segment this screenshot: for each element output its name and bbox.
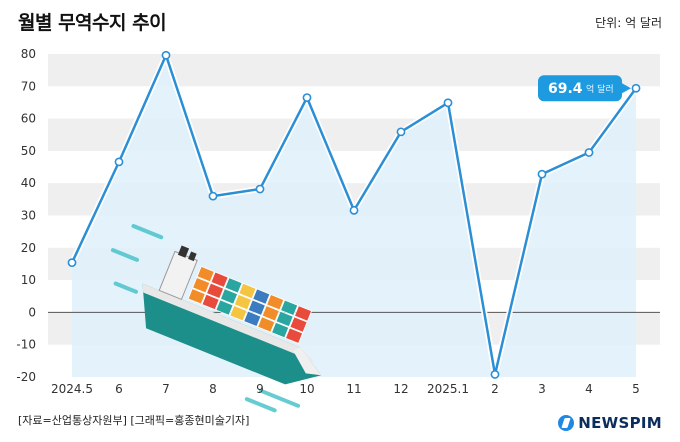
area-fill <box>72 55 636 378</box>
container-box <box>192 276 211 294</box>
motion-streak <box>113 281 138 294</box>
motion-streak <box>131 224 164 240</box>
container-box <box>233 293 252 311</box>
data-point <box>114 157 124 167</box>
y-tick-label: -10 <box>16 338 36 352</box>
y-tick-label: 40 <box>21 176 36 190</box>
motion-streak <box>258 388 301 408</box>
chart-title: 월별 무역수지 추이 <box>18 12 167 34</box>
container-box <box>229 304 248 322</box>
data-point <box>443 98 453 108</box>
data-point <box>349 205 359 215</box>
y-tick-label: 10 <box>21 273 36 287</box>
ship-deck <box>142 283 314 362</box>
x-axis-ticks: 2024.5 6 7 8 9 10 11 12 2025.1 2 3 4 5 <box>51 382 640 396</box>
container-box <box>187 288 206 305</box>
brand-name: NEWSPIM <box>578 414 662 432</box>
ship-funnel <box>188 251 197 262</box>
data-point <box>631 83 641 93</box>
y-tick-label: 70 <box>21 79 36 93</box>
container-box <box>271 321 290 339</box>
container-box <box>196 265 215 283</box>
container-box <box>215 299 234 316</box>
y-tick-label: 20 <box>21 241 36 255</box>
data-points <box>67 50 641 379</box>
container-box <box>243 310 262 328</box>
data-point <box>67 258 77 268</box>
value-callout: 69.4 억 달러 <box>538 75 631 102</box>
y-tick-label: 0 <box>28 305 36 319</box>
x-tick-label: 10 <box>299 382 314 396</box>
container-box <box>261 305 280 322</box>
container-box <box>275 310 294 328</box>
container-box <box>257 316 276 333</box>
container-box <box>280 299 299 317</box>
data-point <box>396 127 406 137</box>
brand-logo: NEWSPIM <box>558 414 662 432</box>
area-shape <box>72 55 636 378</box>
ship-body <box>110 224 322 413</box>
callout-value: 69.4 <box>548 81 583 97</box>
data-point <box>302 93 312 103</box>
x-tick-label: 4 <box>585 382 593 396</box>
container-box <box>293 305 313 322</box>
motion-streak <box>244 397 277 413</box>
x-tick-label: 3 <box>538 382 546 396</box>
container-box <box>219 288 239 305</box>
container-box <box>266 293 285 311</box>
x-tick-label: 2 <box>491 382 499 396</box>
callout-pointer <box>622 83 631 94</box>
newspim-logo-icon <box>558 415 575 431</box>
x-tick-label: 5 <box>632 382 640 396</box>
y-tick-label: 30 <box>21 209 36 223</box>
x-tick-label: 6 <box>115 382 123 396</box>
data-point <box>584 148 594 157</box>
y-tick-label: 50 <box>21 144 36 158</box>
x-tick-label: 2025.1 <box>427 382 469 396</box>
ship-funnel <box>177 245 190 258</box>
y-tick-label: 60 <box>21 112 36 126</box>
container-box <box>210 271 229 288</box>
container-box <box>252 288 271 305</box>
data-point <box>255 184 265 194</box>
container-box <box>201 293 220 311</box>
y-tick-label: -20 <box>16 370 36 384</box>
ship-bow <box>293 347 322 376</box>
y-axis-ticks: -20 -10 0 10 20 30 40 50 60 70 80 <box>16 47 36 384</box>
container-box <box>284 327 304 344</box>
x-tick-label: 2024.5 <box>51 382 93 396</box>
motion-streak <box>110 248 140 262</box>
unit-label: 단위: 억 달러 <box>595 16 662 30</box>
x-tick-label: 12 <box>393 382 408 396</box>
callout-unit: 억 달러 <box>586 83 614 95</box>
container-box <box>206 282 225 300</box>
data-point <box>537 169 547 179</box>
x-tick-label: 11 <box>346 382 361 396</box>
container-ship-icon <box>110 224 322 413</box>
container-box <box>247 299 266 316</box>
x-tick-label: 8 <box>209 382 217 396</box>
source-credit: [자료=산업통상자원부] [그래픽=홍종현미술기자] <box>18 414 250 427</box>
container-box <box>224 277 243 294</box>
container-box <box>289 316 308 333</box>
container-box <box>238 282 257 300</box>
ship-bridge <box>158 250 198 301</box>
x-tick-label: 7 <box>162 382 170 396</box>
data-point <box>208 191 218 201</box>
callout-box <box>538 75 622 102</box>
data-point <box>161 50 171 60</box>
data-point <box>490 370 500 379</box>
x-tick-label: 9 <box>256 382 264 396</box>
y-tick-label: 80 <box>21 47 36 61</box>
